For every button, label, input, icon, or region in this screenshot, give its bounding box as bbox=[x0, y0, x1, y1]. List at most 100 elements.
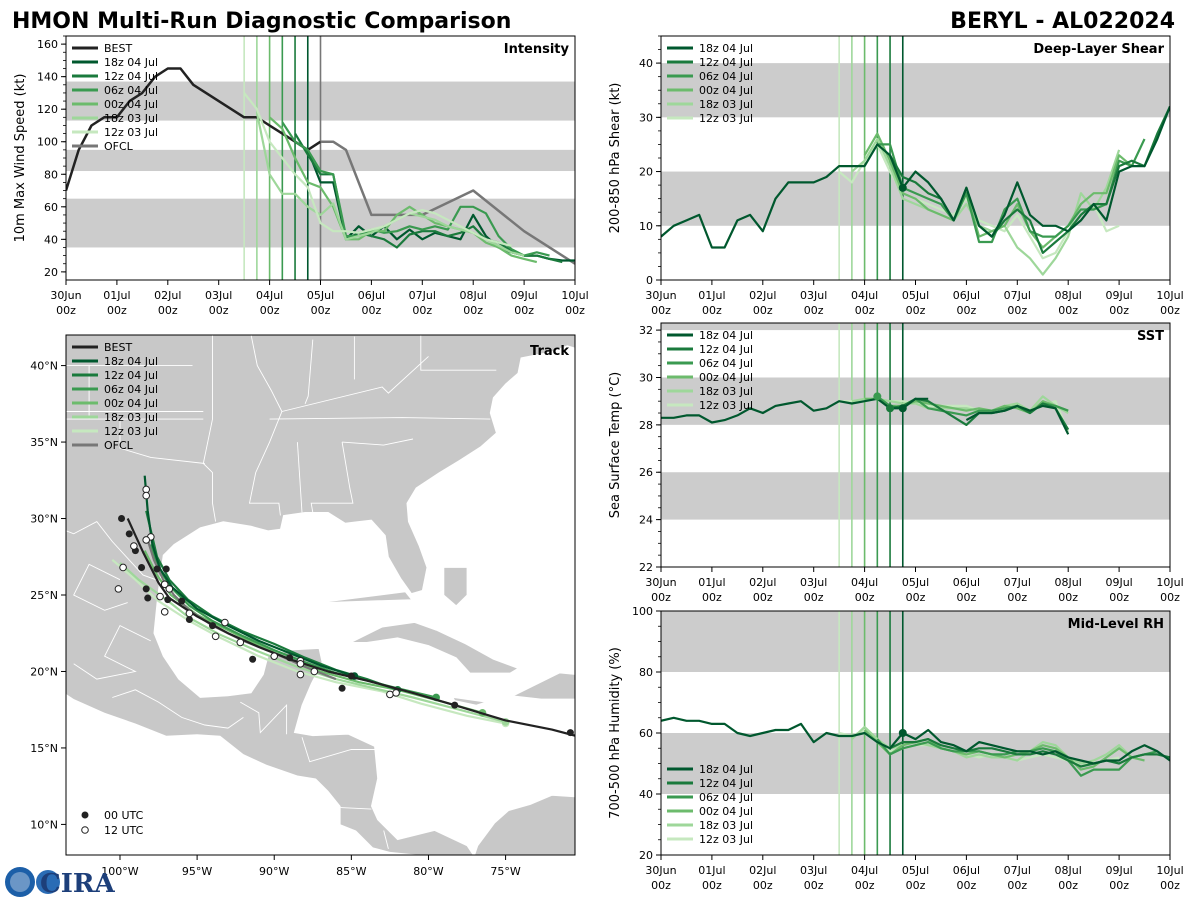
rh-xtick-label: 06Jul bbox=[953, 864, 980, 877]
shear-ytick-label: 20 bbox=[639, 166, 653, 179]
intensity-xtick-label: 00z bbox=[565, 304, 585, 317]
intensity-ytick-label: 100 bbox=[37, 136, 58, 149]
sst-xtick-label: 00z bbox=[1058, 591, 1078, 604]
intensity-xtick-label: 00z bbox=[260, 304, 280, 317]
rh-xtick-label: 00z bbox=[906, 879, 926, 892]
sst-xtick-label: 00z bbox=[1160, 591, 1180, 604]
legend-12utc-marker bbox=[81, 826, 89, 834]
rh-legend-label: 12z 04 Jul bbox=[699, 777, 753, 790]
shear-ytick-label: 0 bbox=[646, 274, 653, 287]
border-line bbox=[248, 335, 283, 516]
sst-xtick-label: 00z bbox=[855, 591, 875, 604]
rh-plot-area bbox=[661, 611, 1170, 855]
shear-xtick-label: 00z bbox=[753, 304, 773, 317]
sst-xtick-label: 08Jul bbox=[1055, 576, 1082, 589]
shear-legend-label: 06z 04 Jul bbox=[699, 70, 753, 83]
track-ytick-label: 40°N bbox=[30, 360, 58, 373]
track-point-00utc bbox=[185, 615, 193, 623]
shear-series-line bbox=[877, 138, 1146, 244]
shear-legend-label: 00z 04 Jul bbox=[699, 84, 753, 97]
rh-legend-label: 00z 04 Jul bbox=[699, 805, 753, 818]
rh-xtick-label: 02Jul bbox=[749, 864, 776, 877]
intensity-ytick-label: 80 bbox=[44, 168, 58, 181]
track-point-12utc bbox=[165, 585, 174, 593]
intensity-ytick-label: 40 bbox=[44, 233, 58, 246]
shear-marker bbox=[898, 183, 907, 192]
rh-xtick-label: 09Jul bbox=[1105, 864, 1132, 877]
sst-xtick-label: 01Jul bbox=[698, 576, 725, 589]
sst-xtick-label: 02Jul bbox=[749, 576, 776, 589]
track-point-12utc bbox=[270, 652, 279, 660]
border-line bbox=[119, 419, 205, 464]
rh-xtick-label: 00z bbox=[1007, 879, 1027, 892]
intensity-xtick-label: 04Jul bbox=[256, 289, 283, 302]
rh-ytick-label: 100 bbox=[632, 605, 653, 618]
sst-xtick-label: 00z bbox=[651, 591, 671, 604]
sst-xtick-label: 07Jul bbox=[1004, 576, 1031, 589]
shear-xtick-label: 00z bbox=[957, 304, 977, 317]
sst-xtick-label: 00z bbox=[1007, 591, 1027, 604]
shear-plot-area bbox=[661, 36, 1170, 280]
sst-band bbox=[661, 323, 1170, 331]
intensity-legend-label: 12z 03 Jul bbox=[104, 126, 158, 139]
rh-legend-label: 18z 04 Jul bbox=[699, 763, 753, 776]
shear-series-line bbox=[661, 106, 1170, 249]
track-point-00utc bbox=[286, 654, 294, 662]
sst-legend-label: 12z 03 Jul bbox=[699, 399, 753, 412]
track-legend-label: 18z 03 Jul bbox=[104, 411, 158, 424]
intensity-legend-label: BEST bbox=[104, 42, 132, 55]
shear-xtick-label: 07Jul bbox=[1004, 289, 1031, 302]
intensity-ytick-label: 140 bbox=[37, 71, 58, 84]
intensity-xtick-label: 00z bbox=[158, 304, 178, 317]
sst-xtick-label: 04Jul bbox=[851, 576, 878, 589]
intensity-series-line bbox=[243, 92, 512, 247]
intensity-xtick-label: 01Jul bbox=[103, 289, 130, 302]
intensity-legend-label: 18z 03 Jul bbox=[104, 112, 158, 125]
intensity-xtick-label: 09Jul bbox=[510, 289, 537, 302]
noaa-logo-icon bbox=[5, 867, 35, 897]
track-point-12utc bbox=[310, 667, 319, 676]
sst-ytick-label: 26 bbox=[639, 466, 653, 479]
shear-legend-label: 12z 04 Jul bbox=[699, 56, 753, 69]
border-line bbox=[269, 417, 491, 420]
intensity-plot-area bbox=[66, 36, 575, 280]
rh-legend-label: 12z 03 Jul bbox=[699, 833, 753, 846]
border-line bbox=[281, 356, 429, 412]
track-plot-area bbox=[66, 335, 575, 855]
track-xtick-label: 85°W bbox=[336, 865, 366, 878]
track-panel: 100°W 95°W 90°W 85°W 80°W 75°W 10°N 15°N 20°N 25°… bbox=[30, 334, 576, 878]
sst-ytick-label: 24 bbox=[639, 514, 653, 527]
rh-xtick-label: 04Jul bbox=[851, 864, 878, 877]
track-xtick-label: 90°W bbox=[259, 865, 289, 878]
sst-xtick-label: 10Jul bbox=[1156, 576, 1183, 589]
intensity-series-line bbox=[66, 67, 322, 191]
track-point-00utc bbox=[125, 530, 133, 538]
border-line bbox=[73, 563, 128, 611]
track-ytick-label: 20°N bbox=[30, 665, 58, 678]
rh-xtick-label: 03Jul bbox=[800, 864, 827, 877]
border-line bbox=[301, 737, 380, 763]
track-point-12utc bbox=[221, 618, 229, 627]
shear-xtick-label: 00z bbox=[1058, 304, 1078, 317]
jamaica-land bbox=[452, 696, 486, 706]
track-ytick-label: 10°N bbox=[30, 818, 58, 831]
sst-plot-area bbox=[661, 323, 1170, 567]
shear-ytick-label: 30 bbox=[639, 111, 653, 124]
track-point-00utc bbox=[209, 622, 217, 630]
track-ytick-label: 30°N bbox=[30, 513, 58, 526]
track-marker-legend-label: 12 UTC bbox=[104, 824, 144, 837]
sst-panel-title: SST bbox=[1137, 329, 1164, 344]
sst-ytick-label: 30 bbox=[639, 371, 653, 384]
shear-xtick-label: 00z bbox=[804, 304, 824, 317]
shear-panel: 0 10 20 30 40 30Jun 00z 01Jul 00z 02Jul 00z 03Jul 00… bbox=[608, 35, 1184, 317]
rh-series-line bbox=[661, 716, 1170, 765]
rh-xtick-label: 08Jul bbox=[1055, 864, 1082, 877]
track-point-00utc bbox=[249, 655, 257, 663]
track-point-12utc bbox=[156, 592, 164, 601]
bahamas-land bbox=[443, 567, 468, 607]
track-point-12utc bbox=[185, 609, 194, 618]
legend-00utc-marker bbox=[81, 811, 89, 819]
intensity-xtick-label: 10Jul bbox=[561, 289, 588, 302]
rh-band bbox=[661, 611, 1170, 672]
